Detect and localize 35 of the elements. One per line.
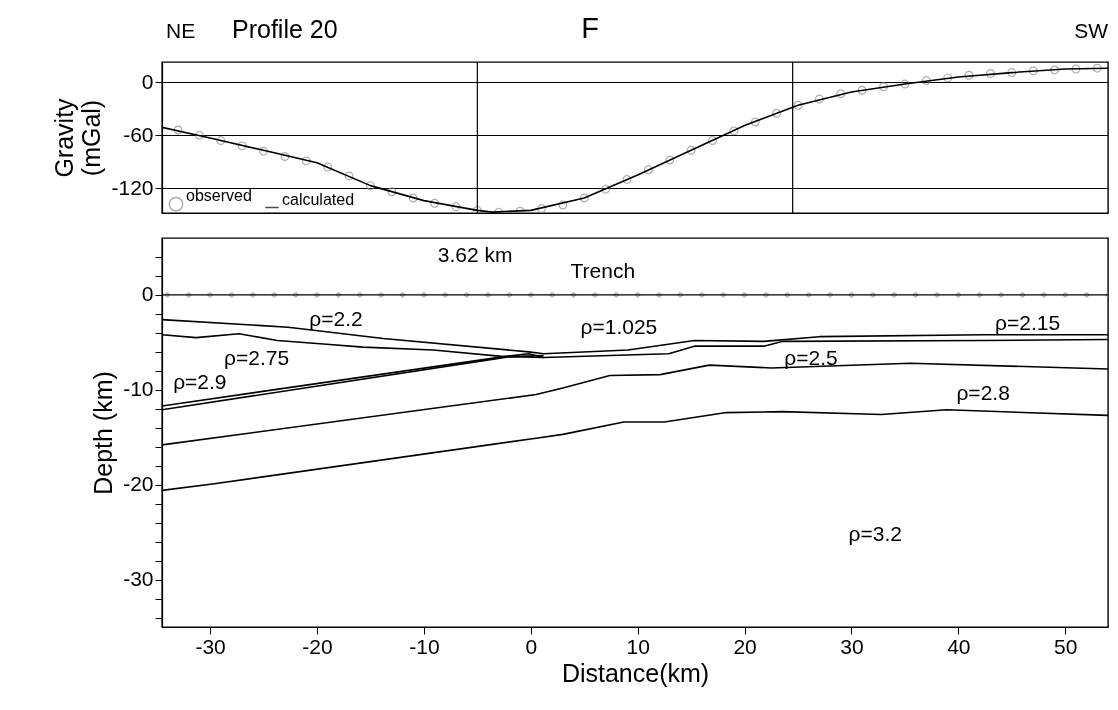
- x-tick-label: 50: [1054, 634, 1078, 658]
- x-tick-label: 40: [947, 634, 971, 658]
- annotation: ρ=2.9: [173, 369, 227, 393]
- annotation: ρ=2.15: [995, 310, 1061, 334]
- y-axis-title: Gravity (mGal): [50, 97, 106, 178]
- text: SW: [1074, 19, 1109, 42]
- legend-label: observed: [186, 187, 252, 205]
- x-tick-label: 10: [626, 634, 650, 658]
- annotation: 3.62 km: [437, 242, 513, 266]
- x-tick-label: -30: [195, 634, 226, 658]
- annotation: ρ=2.8: [956, 380, 1010, 404]
- annotation: ρ=3.2: [848, 521, 902, 545]
- annotation: ρ=2.2: [309, 306, 363, 330]
- chart-title: F: [581, 12, 599, 44]
- annotation: ρ=1.025: [580, 315, 658, 339]
- y-tick-label: -60: [123, 122, 154, 146]
- legend-label: calculated: [282, 190, 355, 208]
- x-tick-label: -20: [302, 634, 333, 658]
- x-axis-title: Distance(km): [561, 658, 710, 687]
- text: Profile 20: [232, 15, 338, 43]
- y-tick-label: 0: [141, 282, 154, 306]
- annotation: ρ=2.75: [224, 346, 290, 370]
- x-tick-label: -10: [409, 634, 440, 658]
- x-tick-label: 20: [733, 634, 757, 658]
- y-tick-label: -120: [111, 175, 154, 199]
- annotation: Trench: [570, 259, 636, 283]
- x-tick-label: 30: [840, 634, 864, 658]
- y-tick-label: 0: [141, 69, 154, 93]
- y-tick-label: -10: [123, 377, 154, 401]
- annotation: ρ=2.5: [784, 345, 838, 369]
- y-tick-label: -30: [123, 567, 154, 591]
- y-tick-label: -20: [123, 472, 154, 496]
- x-tick-label: 0: [525, 634, 538, 658]
- y-axis-title: Depth (km): [89, 371, 118, 495]
- text: NE: [166, 19, 196, 42]
